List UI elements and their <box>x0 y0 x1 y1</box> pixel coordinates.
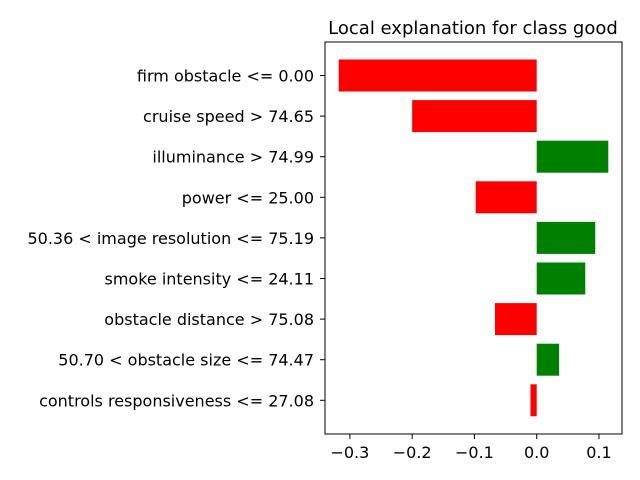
y-tick-label: 50.36 < image resolution <= 75.19 <box>27 229 314 248</box>
y-tick-label: 50.70 < obstacle size <= 74.47 <box>58 351 314 370</box>
y-tick-label: obstacle distance > 75.08 <box>104 310 314 329</box>
y-tick-label: firm obstacle <= 0.00 <box>137 67 314 86</box>
y-tick-label: smoke intensity <= 24.11 <box>105 270 315 289</box>
y-tick-label: power <= 25.00 <box>182 188 314 207</box>
bars-group <box>338 59 609 417</box>
y-tick-label: illuminance > 74.99 <box>152 148 314 167</box>
bar <box>536 140 609 173</box>
chart-title: Local explanation for class good <box>328 18 618 39</box>
x-tick-label: 0.1 <box>586 443 611 462</box>
x-axis: −0.3 −0.2 −0.1 0.0 0.1 <box>330 434 612 462</box>
y-tick-label: cruise speed > 74.65 <box>143 107 314 126</box>
bar <box>536 262 586 295</box>
bar <box>338 59 537 92</box>
bar <box>530 384 537 417</box>
bar <box>412 100 537 133</box>
bar <box>536 221 596 254</box>
x-tick-label: −0.2 <box>393 443 432 462</box>
y-tick-label: controls responsiveness <= 27.08 <box>39 391 314 410</box>
plot-frame <box>324 41 623 435</box>
bar <box>494 303 537 336</box>
x-tick-label: −0.1 <box>455 443 494 462</box>
bar <box>536 343 560 376</box>
y-tick-labels: firm obstacle <= 0.00 cruise speed > 74.6… <box>27 67 325 410</box>
x-tick-label: −0.3 <box>330 443 369 462</box>
x-tick-label: 0.0 <box>524 443 549 462</box>
bar <box>475 181 537 214</box>
